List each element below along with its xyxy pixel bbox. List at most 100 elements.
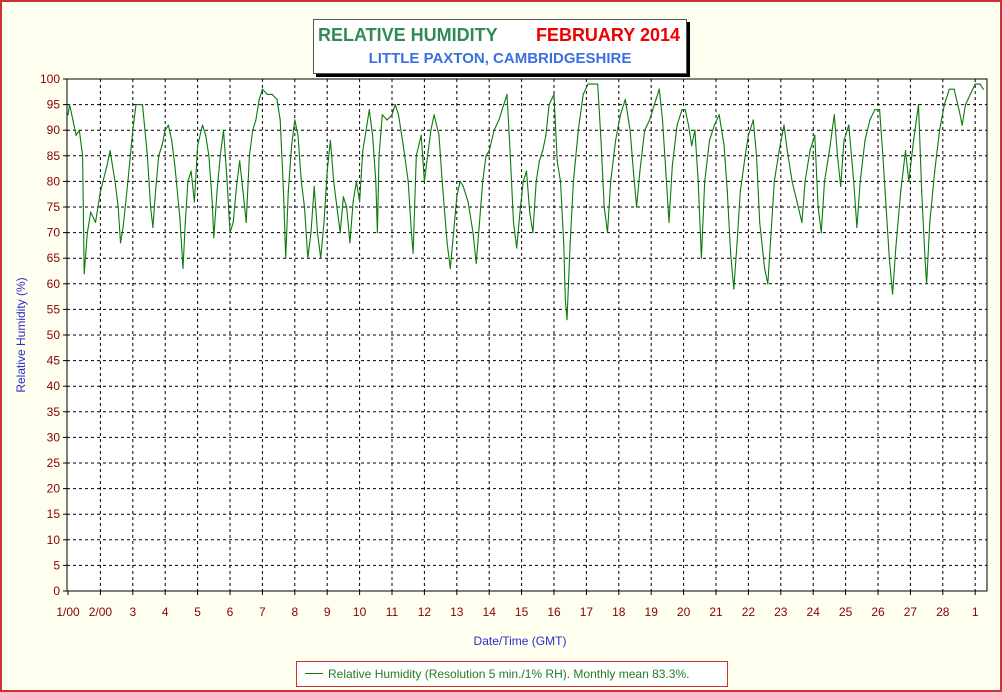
x-tick-label: 9 bbox=[324, 605, 331, 619]
data-point bbox=[394, 104, 396, 106]
data-point bbox=[553, 93, 555, 95]
data-point bbox=[86, 232, 88, 234]
data-point bbox=[917, 104, 920, 106]
data-point bbox=[368, 109, 370, 111]
data-point bbox=[961, 124, 963, 126]
data-point bbox=[184, 221, 186, 223]
data-point bbox=[333, 180, 335, 182]
data-point bbox=[258, 98, 260, 101]
data-point bbox=[853, 180, 855, 182]
data-point bbox=[467, 201, 469, 203]
data-point bbox=[349, 242, 351, 244]
y-tick-label: 5 bbox=[53, 558, 60, 572]
data-point bbox=[164, 129, 166, 131]
data-point bbox=[759, 221, 761, 223]
data-point bbox=[171, 139, 173, 141]
data-point bbox=[287, 191, 289, 193]
data-point bbox=[636, 206, 638, 208]
data-point bbox=[783, 124, 785, 126]
data-point bbox=[755, 155, 758, 157]
data-point bbox=[859, 180, 861, 182]
data-point bbox=[261, 88, 263, 90]
data-point bbox=[888, 257, 890, 259]
x-tick-label: 15 bbox=[515, 605, 529, 619]
data-point bbox=[700, 257, 703, 259]
x-axis-label: Date/Time (GMT) bbox=[473, 634, 567, 648]
data-point bbox=[82, 155, 84, 157]
data-point bbox=[697, 180, 699, 182]
data-point bbox=[320, 257, 322, 259]
data-point bbox=[713, 124, 716, 126]
data-point bbox=[726, 191, 728, 193]
data-point bbox=[352, 201, 354, 203]
data-point bbox=[239, 160, 241, 162]
data-point bbox=[629, 129, 631, 131]
data-point bbox=[809, 150, 811, 152]
data-point bbox=[564, 298, 566, 300]
data-point bbox=[99, 191, 101, 193]
plot-border bbox=[66, 78, 988, 592]
data-point bbox=[307, 257, 309, 259]
data-point bbox=[336, 206, 338, 208]
data-point bbox=[566, 319, 568, 321]
data-point bbox=[362, 150, 364, 152]
data-point bbox=[767, 283, 769, 285]
data-point bbox=[219, 155, 221, 157]
data-point bbox=[649, 119, 651, 121]
data-point bbox=[736, 242, 738, 244]
x-tick-label: 10 bbox=[353, 605, 367, 619]
x-tick-label: 12 bbox=[418, 605, 432, 619]
data-point bbox=[606, 232, 609, 234]
data-point bbox=[833, 114, 835, 116]
data-point bbox=[778, 150, 780, 152]
data-point bbox=[964, 104, 967, 106]
data-point bbox=[600, 139, 602, 141]
x-tick-label: 6 bbox=[227, 605, 234, 619]
data-point bbox=[291, 145, 293, 147]
data-point bbox=[953, 88, 955, 90]
data-point bbox=[814, 134, 816, 136]
data-point bbox=[708, 139, 711, 141]
data-point bbox=[882, 155, 884, 157]
data-point bbox=[548, 104, 550, 106]
data-point bbox=[109, 150, 111, 152]
x-tick-label: 1/00 bbox=[56, 605, 80, 619]
data-point bbox=[161, 145, 163, 147]
x-tick-label: 24 bbox=[807, 605, 821, 619]
data-point bbox=[522, 180, 524, 182]
data-point bbox=[248, 155, 250, 157]
data-point bbox=[232, 221, 234, 223]
data-point bbox=[323, 221, 325, 223]
data-point bbox=[704, 180, 706, 182]
data-point bbox=[410, 232, 412, 234]
x-tick-label: 23 bbox=[774, 605, 788, 619]
data-point bbox=[879, 109, 881, 111]
data-point bbox=[823, 180, 826, 182]
data-point bbox=[529, 211, 531, 213]
x-tick-label: 19 bbox=[645, 605, 659, 619]
chart-title-period: FEBRUARY 2014 bbox=[535, 25, 680, 45]
data-point bbox=[150, 206, 152, 208]
data-point bbox=[478, 221, 481, 223]
data-point bbox=[791, 180, 793, 182]
data-point bbox=[193, 201, 195, 203]
data-point bbox=[864, 139, 866, 141]
x-tick-label: 21 bbox=[709, 605, 723, 619]
x-tick-label: 25 bbox=[839, 605, 853, 619]
data-point bbox=[132, 129, 134, 131]
data-point bbox=[895, 247, 897, 249]
data-point bbox=[538, 160, 541, 162]
data-point bbox=[475, 262, 477, 264]
data-point bbox=[525, 170, 528, 172]
x-tick-label: 1 bbox=[972, 605, 979, 619]
chart-title: RELATIVE HUMIDITY bbox=[318, 25, 498, 45]
data-point bbox=[197, 145, 199, 147]
data-point bbox=[796, 201, 798, 203]
data-point bbox=[226, 175, 228, 177]
y-tick-label: 95 bbox=[47, 98, 61, 112]
data-point bbox=[545, 134, 547, 136]
x-tick-label: 3 bbox=[129, 605, 136, 619]
data-point bbox=[764, 267, 766, 269]
data-point bbox=[828, 150, 831, 152]
